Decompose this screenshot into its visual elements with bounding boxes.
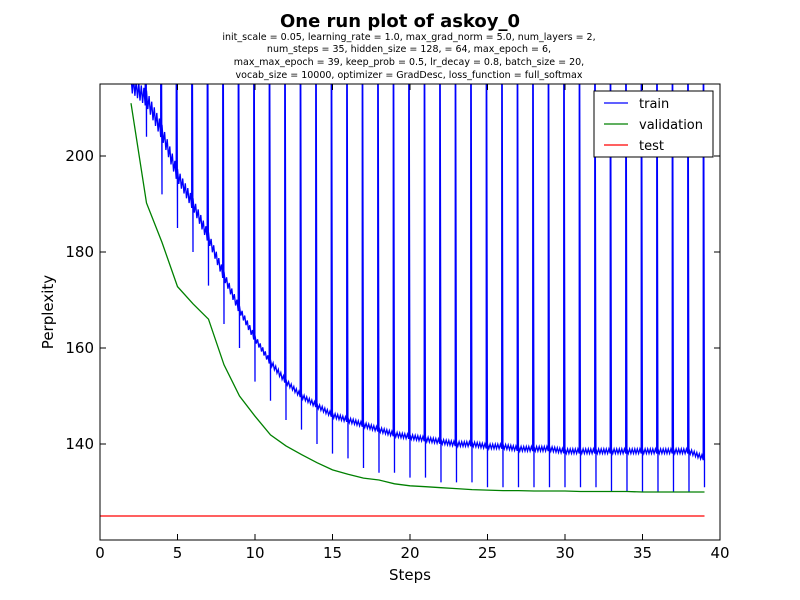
x-tick-label: 0 <box>95 544 105 562</box>
y-tick-label: 180 <box>65 243 94 261</box>
x-tick-label: 10 <box>245 544 264 562</box>
series-line-train <box>130 84 706 493</box>
legend: train validation test <box>593 90 714 158</box>
chart-title: One run plot of askoy_0 <box>280 11 520 32</box>
chart-subtitle-line-4: vocab_size = 10000, optimizer = GradDesc… <box>236 70 583 81</box>
chart-subtitle-line-1: init_scale = 0.05, learning_rate = 1.0, … <box>222 32 595 43</box>
x-tick-label: 25 <box>478 544 497 562</box>
x-tick-label: 15 <box>323 544 342 562</box>
x-tick-label: 40 <box>710 544 729 562</box>
legend-label-test: test <box>639 139 664 154</box>
y-axis-label: Perplexity <box>39 275 57 349</box>
x-tick-label: 30 <box>555 544 574 562</box>
x-tick-label: 35 <box>633 544 652 562</box>
y-tick-label: 160 <box>65 339 94 357</box>
chart-subtitle-line-2: num_steps = 35, hidden_size = 128, = 64,… <box>267 44 551 55</box>
x-tick-label: 20 <box>400 544 419 562</box>
legend-label-validation: validation <box>639 118 703 133</box>
y-tick-label: 200 <box>65 147 94 165</box>
y-tick-label: 140 <box>65 435 94 453</box>
x-tick-label: 5 <box>173 544 183 562</box>
legend-label-train: train <box>639 97 669 112</box>
x-axis-label: Steps <box>389 566 431 584</box>
series-line-validation <box>130 103 705 493</box>
chart-subtitle-line-3: max_max_epoch = 39, keep_prob = 0.5, lr_… <box>234 57 584 68</box>
